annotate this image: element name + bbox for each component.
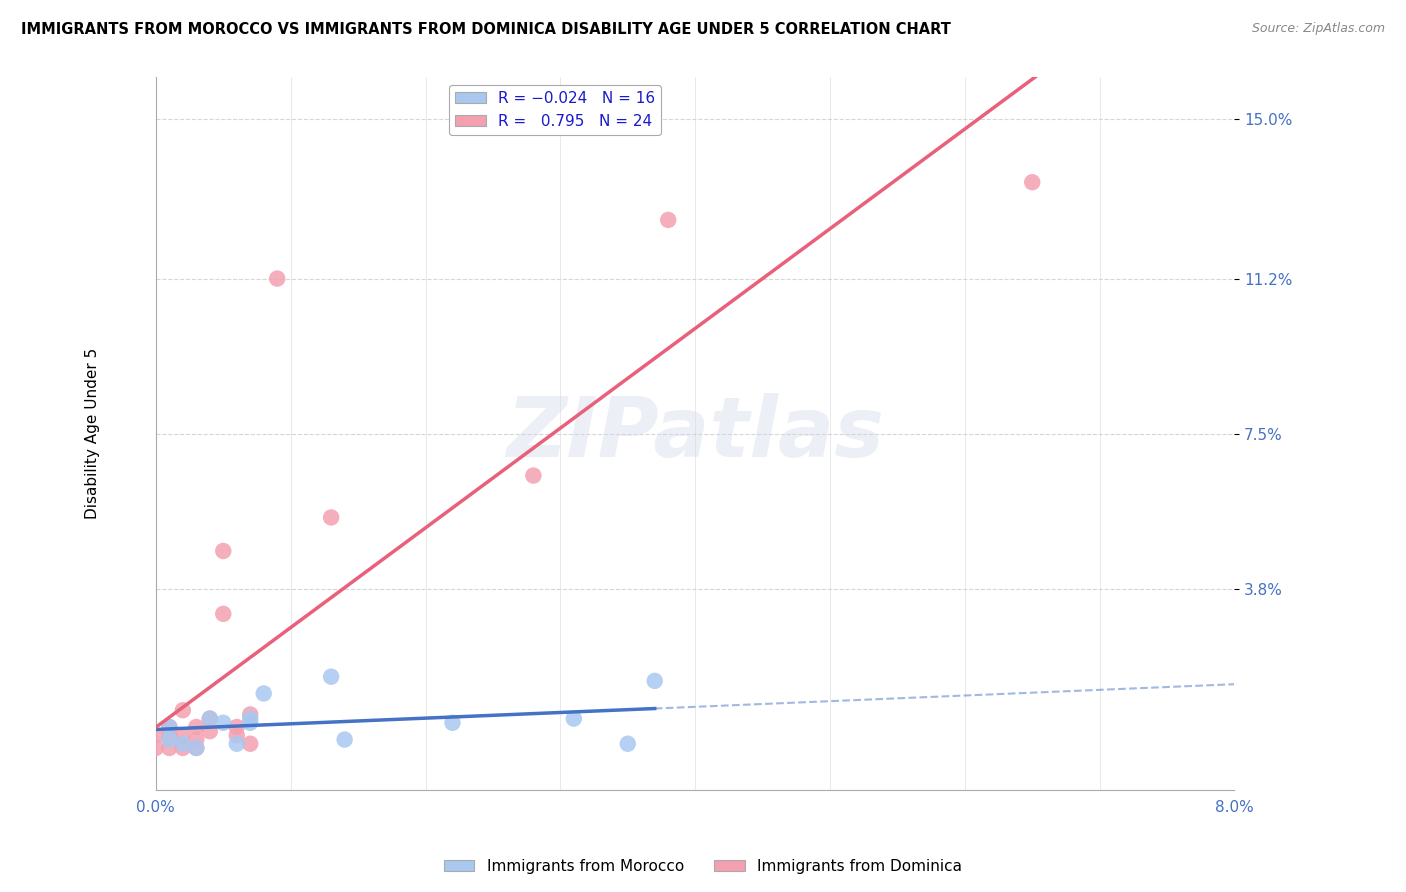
Point — [1021, 175, 1043, 189]
Point — [266, 271, 288, 285]
Point — [157, 720, 180, 734]
Point — [321, 670, 343, 684]
Point — [239, 707, 262, 722]
Point — [157, 728, 180, 742]
Point — [172, 740, 194, 755]
Point — [225, 728, 247, 742]
Point — [321, 510, 343, 524]
Point — [186, 732, 208, 747]
Point — [441, 715, 464, 730]
Legend: R = −0.024   N = 16, R =   0.795   N = 24: R = −0.024 N = 16, R = 0.795 N = 24 — [449, 85, 661, 135]
Point — [253, 686, 276, 700]
Point — [172, 737, 194, 751]
Point — [186, 720, 208, 734]
Point — [522, 468, 544, 483]
Point — [562, 712, 585, 726]
Point — [616, 737, 638, 751]
Point — [172, 703, 194, 717]
Point — [239, 737, 262, 751]
Point — [198, 724, 221, 739]
Legend: Immigrants from Morocco, Immigrants from Dominica: Immigrants from Morocco, Immigrants from… — [437, 853, 969, 880]
Point — [239, 712, 262, 726]
Point — [198, 712, 221, 726]
Point — [212, 544, 235, 558]
Text: ZIPatlas: ZIPatlas — [506, 393, 884, 475]
Point — [145, 728, 167, 742]
Point — [644, 673, 666, 688]
Point — [225, 737, 247, 751]
Text: IMMIGRANTS FROM MOROCCO VS IMMIGRANTS FROM DOMINICA DISABILITY AGE UNDER 5 CORRE: IMMIGRANTS FROM MOROCCO VS IMMIGRANTS FR… — [21, 22, 950, 37]
Point — [198, 712, 221, 726]
Point — [157, 720, 180, 734]
Point — [186, 740, 208, 755]
Point — [239, 715, 262, 730]
Point — [157, 740, 180, 755]
Point — [157, 732, 180, 747]
Point — [225, 720, 247, 734]
Point — [186, 740, 208, 755]
Point — [333, 732, 356, 747]
Y-axis label: Disability Age Under 5: Disability Age Under 5 — [86, 348, 100, 519]
Point — [212, 607, 235, 621]
Point — [172, 728, 194, 742]
Point — [212, 715, 235, 730]
Point — [657, 213, 679, 227]
Text: Source: ZipAtlas.com: Source: ZipAtlas.com — [1251, 22, 1385, 36]
Point — [145, 740, 167, 755]
